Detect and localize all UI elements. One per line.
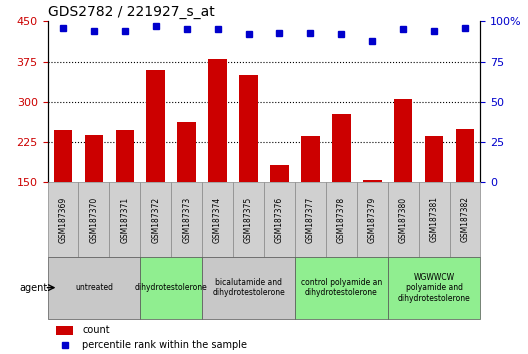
Text: untreated: untreated xyxy=(75,283,113,292)
Text: GDS2782 / 221927_s_at: GDS2782 / 221927_s_at xyxy=(48,5,214,19)
FancyBboxPatch shape xyxy=(295,257,388,319)
FancyBboxPatch shape xyxy=(202,257,295,319)
Text: WGWWCW
polyamide and
dihydrotestolerone: WGWWCW polyamide and dihydrotestolerone xyxy=(398,273,470,303)
Text: count: count xyxy=(82,325,110,335)
Bar xyxy=(177,122,196,182)
FancyBboxPatch shape xyxy=(326,182,357,257)
Bar xyxy=(146,69,165,182)
FancyBboxPatch shape xyxy=(357,182,388,257)
Bar xyxy=(84,135,103,182)
Text: GSM187380: GSM187380 xyxy=(399,196,408,242)
Bar xyxy=(270,165,289,182)
FancyBboxPatch shape xyxy=(388,182,419,257)
FancyBboxPatch shape xyxy=(388,257,480,319)
FancyBboxPatch shape xyxy=(449,182,480,257)
Text: dihydrotestolerone: dihydrotestolerone xyxy=(135,283,208,292)
Text: GSM187381: GSM187381 xyxy=(430,196,439,242)
FancyBboxPatch shape xyxy=(109,182,140,257)
FancyBboxPatch shape xyxy=(48,182,79,257)
Text: GSM187377: GSM187377 xyxy=(306,196,315,242)
Bar xyxy=(332,114,351,182)
Bar xyxy=(209,59,227,182)
Text: GSM187378: GSM187378 xyxy=(337,196,346,242)
Text: GSM187382: GSM187382 xyxy=(460,196,469,242)
Bar xyxy=(301,136,319,182)
FancyBboxPatch shape xyxy=(233,182,264,257)
Text: GSM187379: GSM187379 xyxy=(367,196,377,242)
Bar xyxy=(116,130,134,182)
Text: GSM187375: GSM187375 xyxy=(244,196,253,242)
FancyBboxPatch shape xyxy=(419,182,449,257)
FancyBboxPatch shape xyxy=(140,257,202,319)
Bar xyxy=(456,129,474,182)
Text: GSM187370: GSM187370 xyxy=(89,196,98,242)
Text: control polyamide an
dihydrotestolerone: control polyamide an dihydrotestolerone xyxy=(300,278,382,297)
FancyBboxPatch shape xyxy=(79,182,109,257)
FancyBboxPatch shape xyxy=(295,182,326,257)
Text: bicalutamide and
dihydrotestolerone: bicalutamide and dihydrotestolerone xyxy=(212,278,285,297)
Text: agent: agent xyxy=(19,282,48,293)
FancyBboxPatch shape xyxy=(140,182,171,257)
Text: percentile rank within the sample: percentile rank within the sample xyxy=(82,340,247,350)
Bar xyxy=(56,326,73,335)
Text: GSM187372: GSM187372 xyxy=(151,196,161,242)
Bar xyxy=(425,136,444,182)
Text: GSM187373: GSM187373 xyxy=(182,196,191,242)
FancyBboxPatch shape xyxy=(264,182,295,257)
Text: GSM187369: GSM187369 xyxy=(59,196,68,242)
Text: GSM187376: GSM187376 xyxy=(275,196,284,242)
FancyBboxPatch shape xyxy=(171,182,202,257)
Bar xyxy=(363,179,382,182)
Bar xyxy=(54,130,72,182)
FancyBboxPatch shape xyxy=(202,182,233,257)
FancyBboxPatch shape xyxy=(48,257,140,319)
Text: GSM187374: GSM187374 xyxy=(213,196,222,242)
Bar xyxy=(394,99,412,182)
Text: GSM187371: GSM187371 xyxy=(120,196,129,242)
Bar xyxy=(239,75,258,182)
